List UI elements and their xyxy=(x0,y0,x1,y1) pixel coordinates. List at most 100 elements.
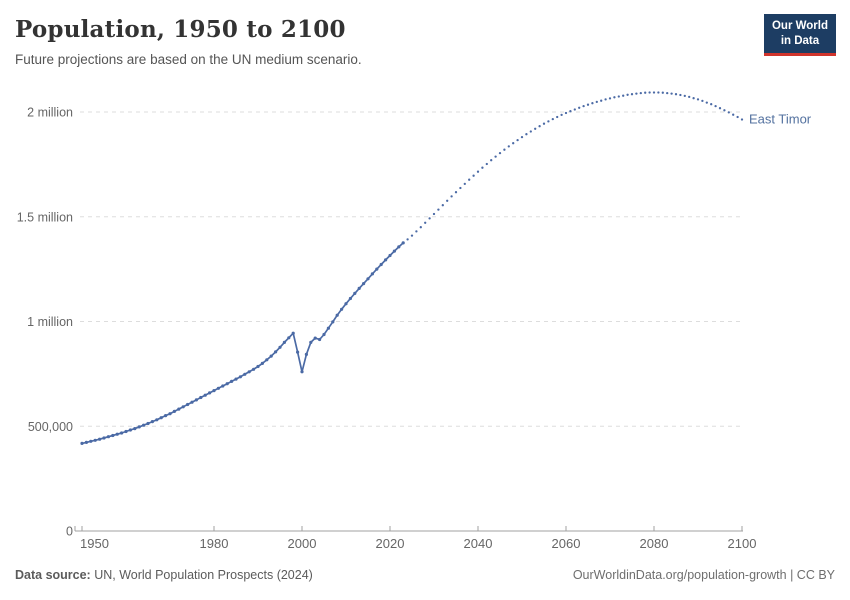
projection-series-point xyxy=(494,155,497,158)
projection-series-point xyxy=(459,186,462,190)
projection-series-point xyxy=(560,113,563,117)
entity-label: East Timor xyxy=(749,112,812,127)
historical-series-point xyxy=(168,412,172,416)
projection-series-point xyxy=(529,130,532,133)
data-source-label: Data source: xyxy=(15,568,91,582)
historical-series-point xyxy=(120,431,124,435)
projection-series-point xyxy=(507,145,510,148)
projection-series-point xyxy=(428,217,431,220)
historical-series-line xyxy=(81,242,404,445)
owid-logo: Our World in Data xyxy=(763,14,836,56)
projection-series-point xyxy=(613,96,616,99)
historical-series-point xyxy=(111,433,115,438)
historical-series-point xyxy=(124,429,128,434)
historical-series-point xyxy=(172,409,176,413)
projection-series-point xyxy=(683,94,686,98)
x-tick-label: 1980 xyxy=(200,536,229,551)
projection-series-point xyxy=(498,151,502,155)
historical-series-point xyxy=(309,340,313,344)
projection-series-point xyxy=(463,182,466,186)
projection-series-point xyxy=(595,100,598,104)
projection-series-point xyxy=(740,118,744,121)
projection-series-point xyxy=(736,115,739,119)
projection-series-point xyxy=(644,91,647,94)
historical-series-point xyxy=(291,331,295,335)
owid-logo-line2: in Data xyxy=(780,34,820,47)
population-line-chart: 0 500,000 1 million 1.5 million 2 million 195… xyxy=(17,91,812,551)
y-axis-label: 1.5 million xyxy=(17,210,73,224)
projection-series-point xyxy=(692,97,695,100)
historical-series-point xyxy=(322,332,326,337)
historical-series-point xyxy=(238,375,242,379)
projection-series-point xyxy=(710,103,713,106)
historical-series-point xyxy=(384,258,388,262)
historical-series-point xyxy=(401,241,405,245)
historical-series-point xyxy=(313,336,317,340)
historical-series-point xyxy=(199,395,203,400)
historical-series-point xyxy=(252,367,256,371)
historical-series-point xyxy=(331,320,335,324)
projection-series-point xyxy=(424,221,427,224)
projection-series-point xyxy=(617,95,620,98)
projection-series-point xyxy=(723,109,726,112)
historical-series-point xyxy=(133,427,137,431)
historical-series-point xyxy=(234,377,238,381)
projection-series-point xyxy=(485,162,488,166)
historical-series-point xyxy=(142,423,146,427)
y-axis-label: 500,000 xyxy=(28,420,73,434)
projection-series-point xyxy=(450,195,453,198)
chart-title: Population, 1950 to 2100 xyxy=(15,16,346,43)
historical-series-point xyxy=(357,286,361,290)
x-tick-label: 2020 xyxy=(376,536,405,551)
chart-subtitle: Future projections are based on the UN m… xyxy=(15,52,362,67)
historical-series-point xyxy=(106,435,110,439)
historical-series-point xyxy=(93,438,97,442)
projection-series-point xyxy=(604,98,607,101)
projection-series-point xyxy=(652,91,656,94)
historical-series-point xyxy=(362,282,366,286)
historical-series-point xyxy=(326,326,330,330)
projection-series-point xyxy=(410,234,414,237)
historical-series-point xyxy=(366,277,370,281)
projection-series-point xyxy=(542,122,546,125)
historical-series-point xyxy=(353,291,357,295)
projection-series-point xyxy=(727,111,730,114)
chart-footer: Data source: UN, World Population Prospe… xyxy=(15,568,835,582)
historical-series-point xyxy=(388,253,392,258)
historical-series-point xyxy=(146,421,150,426)
x-tick-label: 2100 xyxy=(728,536,757,551)
projection-series-point xyxy=(516,138,519,142)
historical-series-point xyxy=(348,296,352,301)
historical-series-point xyxy=(177,407,181,411)
historical-series-point xyxy=(392,249,396,253)
historical-series-point xyxy=(115,432,119,436)
projection-series-point xyxy=(538,125,541,128)
projection-series-point xyxy=(701,99,704,103)
projection-series-point xyxy=(705,101,708,104)
historical-series-point xyxy=(335,313,339,317)
projection-series-point xyxy=(551,117,554,121)
projection-series-point xyxy=(718,107,722,110)
historical-series-point xyxy=(282,340,286,344)
historical-series-point xyxy=(190,400,194,404)
projection-series-point xyxy=(520,135,524,139)
historical-series-point xyxy=(296,350,300,354)
historical-series-point xyxy=(164,414,168,418)
projection-series-point xyxy=(547,120,550,123)
projection-series-point xyxy=(472,174,475,177)
historical-series-point xyxy=(260,361,264,365)
y-axis-label: 2 million xyxy=(27,106,73,120)
historical-series-point xyxy=(397,245,401,249)
historical-series-point xyxy=(300,370,304,374)
projection-series-point xyxy=(481,166,484,169)
historical-series-point xyxy=(98,437,102,441)
projection-series-point xyxy=(534,127,537,130)
projection-series-point xyxy=(468,178,471,181)
projection-series-point xyxy=(578,106,581,109)
historical-series-point xyxy=(243,372,247,376)
projection-series-point xyxy=(688,95,691,99)
projection-series-point xyxy=(503,148,506,151)
projection-series-point xyxy=(674,93,678,96)
projection-series-point xyxy=(556,115,559,119)
